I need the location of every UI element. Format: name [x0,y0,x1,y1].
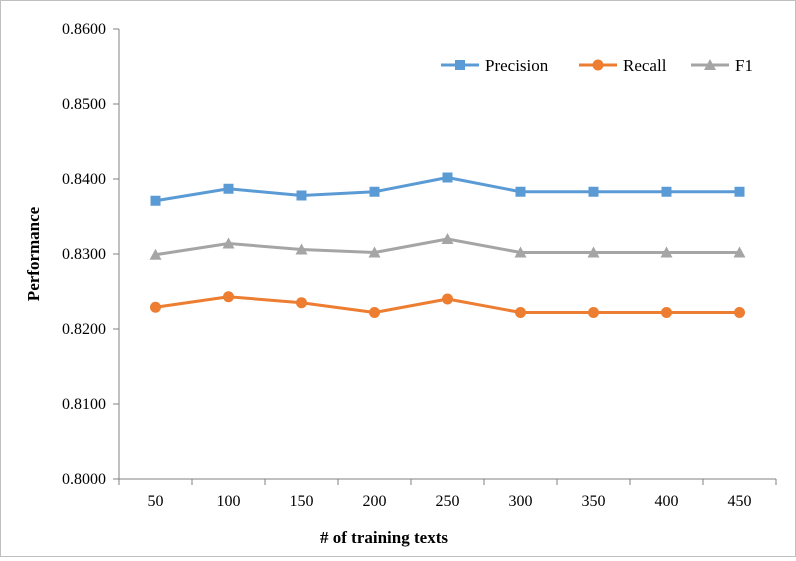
legend-label: Recall [623,56,667,75]
recall-point [515,307,526,318]
y-axis-title: Performance [24,206,43,301]
y-tick-label: 0.8600 [62,21,106,38]
x-tick-label: 100 [217,493,241,510]
recall-point [369,307,380,318]
legend-item-f1: F1 [691,56,753,75]
x-tick-label: 50 [148,493,164,510]
legend-swatch-marker [704,59,716,70]
x-tick-label: 150 [290,493,314,510]
precision-point [588,186,599,197]
y-tick-label: 0.8300 [62,246,106,263]
x-tick-label: 250 [436,493,460,510]
precision-point [369,186,380,197]
f1-point [222,237,235,249]
legend-label: F1 [735,56,753,75]
y-tick-label: 0.8500 [62,96,106,113]
recall-point [150,301,161,313]
f1-point [514,246,527,258]
recall-point [296,297,307,309]
series-layer [149,172,746,318]
x-tick-label: 450 [728,493,752,510]
precision-point [515,186,526,197]
f1-point [660,246,673,258]
recall-point [588,307,599,318]
series-recall [150,291,745,318]
recall-point [442,293,453,305]
y-tick-label: 0.8200 [62,321,106,338]
legend-swatch-marker [455,60,465,70]
x-tick-label: 350 [582,493,606,510]
precision-point [150,195,161,206]
legend-label: Precision [485,56,549,75]
f1-point [587,246,600,258]
x-tick-label: 300 [509,493,533,510]
precision-point [661,186,672,197]
recall-point [661,307,672,318]
x-tick-labels: 50 100 150 200 250 300 350 400 450 [148,493,752,510]
f1-point [368,246,381,258]
series-precision [150,172,745,206]
legend-item-precision: Precision [441,56,549,75]
y-tick-label: 0.8000 [62,471,106,488]
series-f1 [149,233,746,260]
precision-point [296,190,307,201]
precision-point [442,172,453,183]
legend-swatch-marker [592,59,604,71]
f1-point [441,233,454,244]
y-tick-labels: 0.8000 0.8100 0.8200 0.8300 0.8400 0.8500 0.86… [62,21,106,488]
f1-point [733,246,746,258]
y-tick-label: 0.8400 [62,171,106,188]
f1-point [295,243,308,255]
precision-point [734,186,745,197]
y-tick-label: 0.8100 [62,396,106,413]
x-tick-label: 400 [655,493,679,510]
legend-item-recall: Recall [579,56,667,75]
x-axis-title: # of training texts [320,528,448,547]
legend: Precision Recall F1 [441,56,753,75]
axes [113,28,777,485]
precision-point [223,183,234,194]
recall-point [734,307,745,318]
x-tick-label: 200 [363,493,387,510]
f1-point [149,248,162,260]
recall-point [223,291,234,303]
